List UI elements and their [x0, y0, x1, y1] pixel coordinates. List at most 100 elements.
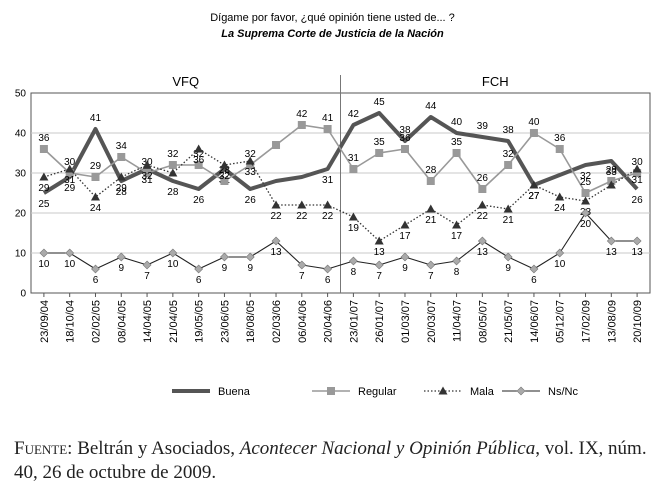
data-label: 7 [299, 271, 305, 282]
data-point [246, 161, 255, 169]
data-label: 9 [222, 263, 228, 274]
data-point [90, 192, 100, 201]
data-label: 29 [116, 183, 128, 194]
data-point [503, 204, 513, 213]
data-label: 38 [399, 125, 411, 136]
data-label: 30 [64, 157, 76, 168]
data-label: 24 [554, 203, 566, 214]
period-label: FCH [482, 74, 509, 89]
data-label: 33 [606, 167, 618, 178]
data-label: 45 [374, 97, 386, 108]
data-label: 7 [144, 271, 150, 282]
data-label: 32 [580, 171, 592, 182]
data-label: 32 [219, 171, 231, 182]
data-point [633, 169, 642, 177]
data-point [323, 125, 332, 133]
data-label: 22 [270, 211, 282, 222]
data-point [245, 252, 255, 262]
data-point [194, 161, 203, 169]
data-label: 13 [606, 247, 618, 258]
data-point [116, 252, 126, 262]
data-label: 6 [325, 275, 331, 286]
data-point [504, 161, 513, 169]
data-label: 6 [196, 275, 202, 286]
data-point [529, 180, 539, 189]
x-tick-label: 20/10/09 [632, 300, 644, 343]
data-point [297, 260, 307, 270]
data-point [194, 264, 204, 274]
source-label: Fuente: [14, 438, 73, 459]
data-point [297, 200, 307, 209]
data-point [581, 196, 591, 205]
chart-subject: La Suprema Corte de Justicia de la Nació… [221, 28, 444, 40]
data-label: 38 [503, 125, 515, 136]
data-point [65, 248, 75, 258]
data-label: 24 [90, 203, 102, 214]
data-point [426, 177, 435, 185]
data-label: 21 [503, 215, 515, 226]
data-point [219, 160, 229, 169]
data-point [581, 189, 590, 197]
data-point [632, 236, 642, 246]
data-point [400, 220, 410, 229]
data-label: 13 [632, 247, 644, 258]
data-point [142, 160, 152, 169]
x-tick-label: 19/05/05 [194, 300, 206, 343]
data-label: 33 [245, 167, 257, 178]
data-point [555, 145, 564, 153]
data-label: 28 [606, 165, 618, 176]
data-label: 28 [167, 187, 179, 198]
data-point [477, 200, 487, 209]
data-point [143, 169, 152, 177]
data-label: 32 [193, 149, 205, 160]
data-label: 29 [38, 183, 50, 194]
data-label: 32 [245, 149, 257, 160]
data-point [297, 121, 306, 129]
series-line-buena [42, 111, 639, 195]
x-tick-label: 08/04/05 [116, 300, 128, 343]
x-tick-label: 02/03/06 [271, 300, 283, 343]
data-label: 40 [451, 117, 463, 128]
data-point [632, 164, 642, 173]
data-point [555, 192, 565, 201]
data-point [220, 177, 229, 185]
data-label: 32 [503, 149, 515, 160]
y-tick-label: 30 [15, 169, 27, 180]
data-label: 28 [116, 187, 128, 198]
data-label: 36 [38, 133, 50, 144]
data-label: 31 [348, 153, 360, 164]
data-label: 31 [142, 175, 154, 186]
data-point [606, 180, 616, 189]
x-tick-label: 06/04/06 [297, 300, 309, 343]
data-point [245, 156, 255, 165]
data-label: 32 [167, 149, 179, 160]
data-label: 40 [528, 117, 540, 128]
series-line-mala [43, 148, 638, 242]
data-label: 17 [451, 231, 463, 242]
legend-label: Regular [358, 386, 397, 398]
source-authors: Beltrán y Asociados, [77, 438, 235, 459]
data-point [271, 200, 281, 209]
data-label: 8 [351, 267, 357, 278]
source-publication: Acontecer Nacional y Opinión Pública [239, 438, 536, 459]
data-label: 9 [505, 263, 511, 274]
data-label: 13 [374, 247, 386, 258]
x-tick-label: 08/05/07 [477, 300, 489, 343]
data-point [374, 236, 384, 245]
period-label: VFQ [172, 74, 199, 89]
data-point [91, 173, 100, 181]
data-label: 42 [348, 109, 360, 120]
x-tick-label: 18/10/04 [65, 300, 77, 343]
data-label: 28 [219, 165, 231, 176]
data-point [452, 256, 461, 266]
data-point [529, 129, 538, 137]
data-label: 13 [477, 247, 489, 258]
data-label: 36 [554, 133, 566, 144]
data-point [426, 204, 436, 213]
x-tick-label: 14/06/07 [529, 300, 541, 343]
x-tick-label: 23/06/05 [219, 300, 231, 343]
data-label: 21 [425, 215, 437, 226]
x-tick-label: 20/04/06 [323, 300, 335, 343]
data-point [452, 220, 462, 229]
data-point [117, 153, 126, 161]
